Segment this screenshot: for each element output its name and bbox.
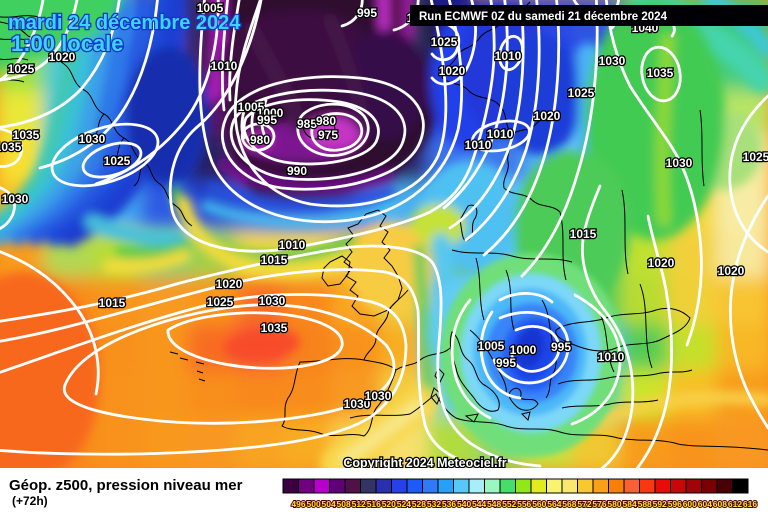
svg-text:1030: 1030 bbox=[344, 397, 371, 411]
svg-text:560: 560 bbox=[532, 499, 546, 509]
svg-text:1010: 1010 bbox=[495, 49, 522, 63]
svg-text:1005: 1005 bbox=[238, 100, 265, 114]
svg-text:500: 500 bbox=[307, 499, 321, 509]
svg-text:1015: 1015 bbox=[570, 227, 597, 241]
svg-text:544: 544 bbox=[472, 499, 486, 509]
svg-text:(+72h): (+72h) bbox=[12, 494, 48, 508]
svg-text:Copyright 2024 Meteociel.fr: Copyright 2024 Meteociel.fr bbox=[343, 456, 506, 470]
svg-text:985: 985 bbox=[297, 117, 317, 131]
svg-text:540: 540 bbox=[457, 499, 471, 509]
svg-text:980: 980 bbox=[250, 133, 270, 147]
svg-text:520: 520 bbox=[382, 499, 396, 509]
svg-text:532: 532 bbox=[427, 499, 441, 509]
svg-text:995: 995 bbox=[257, 113, 277, 127]
svg-text:528: 528 bbox=[412, 499, 426, 509]
svg-text:1010: 1010 bbox=[598, 350, 625, 364]
svg-text:552: 552 bbox=[502, 499, 516, 509]
svg-text:1025: 1025 bbox=[104, 154, 131, 168]
svg-text:564: 564 bbox=[547, 499, 561, 509]
svg-text:1020: 1020 bbox=[718, 264, 745, 278]
svg-text:1030: 1030 bbox=[599, 54, 626, 68]
svg-text:1030: 1030 bbox=[259, 294, 286, 308]
svg-text:1010: 1010 bbox=[279, 238, 306, 252]
svg-text:1025: 1025 bbox=[743, 150, 768, 164]
svg-text:980: 980 bbox=[316, 114, 336, 128]
svg-text:548: 548 bbox=[487, 499, 501, 509]
svg-text:536: 536 bbox=[442, 499, 456, 509]
svg-text:584: 584 bbox=[623, 499, 637, 509]
svg-text:1020: 1020 bbox=[439, 64, 466, 78]
svg-text:1020: 1020 bbox=[216, 277, 243, 291]
svg-text:496: 496 bbox=[291, 499, 305, 509]
svg-text:1030: 1030 bbox=[666, 156, 693, 170]
svg-text:604: 604 bbox=[698, 499, 712, 509]
svg-text:1005: 1005 bbox=[478, 339, 505, 353]
svg-text:1020: 1020 bbox=[534, 109, 561, 123]
svg-text:995: 995 bbox=[357, 6, 377, 20]
svg-text:1:00 locale: 1:00 locale bbox=[11, 31, 124, 56]
svg-text:975: 975 bbox=[318, 128, 338, 142]
svg-text:1035: 1035 bbox=[13, 128, 40, 142]
svg-text:608: 608 bbox=[713, 499, 727, 509]
svg-text:576: 576 bbox=[592, 499, 606, 509]
svg-text:616: 616 bbox=[743, 499, 757, 509]
svg-text:580: 580 bbox=[607, 499, 621, 509]
svg-text:1010: 1010 bbox=[211, 59, 238, 73]
svg-text:1030: 1030 bbox=[79, 132, 106, 146]
svg-text:596: 596 bbox=[668, 499, 682, 509]
svg-text:1025: 1025 bbox=[568, 86, 595, 100]
svg-text:Run ECMWF 0Z du samedi 21 déce: Run ECMWF 0Z du samedi 21 décembre 2024 bbox=[419, 11, 668, 23]
svg-text:508: 508 bbox=[337, 499, 351, 509]
svg-text:1035: 1035 bbox=[0, 140, 22, 154]
svg-text:516: 516 bbox=[367, 499, 381, 509]
svg-text:1000: 1000 bbox=[510, 343, 537, 357]
svg-text:524: 524 bbox=[397, 499, 411, 509]
svg-text:588: 588 bbox=[638, 499, 652, 509]
svg-text:mardi 24 décembre 2024: mardi 24 décembre 2024 bbox=[8, 12, 241, 34]
svg-text:504: 504 bbox=[322, 499, 336, 509]
svg-text:1030: 1030 bbox=[365, 389, 392, 403]
svg-text:995: 995 bbox=[496, 356, 516, 370]
svg-text:1020: 1020 bbox=[648, 256, 675, 270]
svg-text:1030: 1030 bbox=[2, 192, 29, 206]
svg-text:1020: 1020 bbox=[49, 50, 76, 64]
svg-text:1025: 1025 bbox=[207, 295, 234, 309]
svg-text:1025: 1025 bbox=[431, 35, 458, 49]
svg-text:Géop. z500, pression niveau me: Géop. z500, pression niveau mer bbox=[9, 477, 243, 494]
svg-text:1010: 1010 bbox=[487, 127, 514, 141]
svg-text:1005: 1005 bbox=[197, 1, 224, 15]
svg-text:1015: 1015 bbox=[99, 296, 126, 310]
svg-text:1035: 1035 bbox=[647, 66, 674, 80]
svg-text:1035: 1035 bbox=[261, 321, 288, 335]
svg-text:1000: 1000 bbox=[257, 106, 284, 120]
svg-text:990: 990 bbox=[287, 164, 307, 178]
svg-text:600: 600 bbox=[683, 499, 697, 509]
svg-text:612: 612 bbox=[728, 499, 742, 509]
svg-text:568: 568 bbox=[562, 499, 576, 509]
svg-text:512: 512 bbox=[352, 499, 366, 509]
svg-text:1015: 1015 bbox=[261, 253, 288, 267]
svg-text:572: 572 bbox=[577, 499, 591, 509]
svg-text:1010: 1010 bbox=[465, 138, 492, 152]
svg-text:592: 592 bbox=[653, 499, 667, 509]
svg-text:995: 995 bbox=[551, 340, 571, 354]
svg-text:1025: 1025 bbox=[8, 62, 35, 76]
svg-text:556: 556 bbox=[517, 499, 531, 509]
